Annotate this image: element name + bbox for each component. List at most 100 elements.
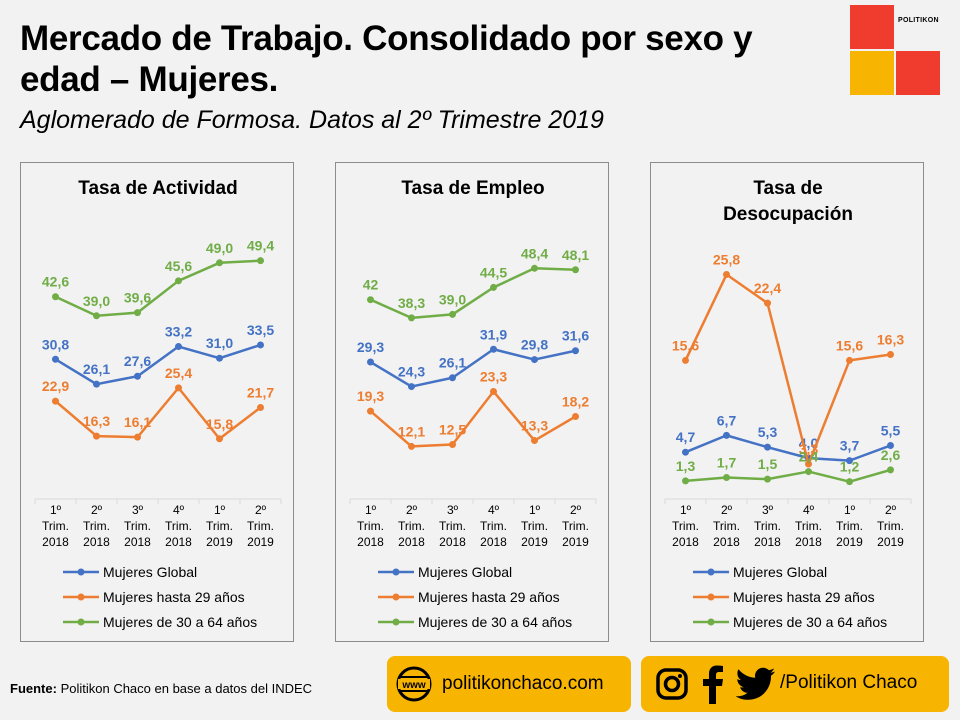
legend-label: Mujeres Global [418,564,512,580]
data-label: 31,6 [562,328,589,344]
data-point [52,397,59,405]
data-point [367,296,374,304]
series-line-mujeres-de-30-a-64-anos [54,259,261,318]
data-label: 16,3 [83,413,110,429]
data-point [764,299,771,307]
legend-label: Mujeres hasta 29 años [733,589,875,605]
x-tick-label: 2º [570,503,582,517]
legend-swatch-marker [77,593,85,601]
chart-panel-actividad: Tasa de Actividad 1º Trim. 2018 2º Trim. 2018 3… [20,162,294,642]
legend-label: Mujeres Global [103,564,197,580]
data-label: 4,7 [676,429,696,445]
data-label: 15,6 [836,337,863,353]
data-label: 39,0 [439,291,466,307]
social-pill[interactable]: /Politikon Chaco [641,656,949,712]
chart-desocupacion: Tasa de Desocupación 1º Trim. 2018 2º Trim. 201… [664,178,912,630]
x-tick-label: 2018 [83,535,110,549]
chart-actividad: Tasa de Actividad 1º Trim. 2018 2º Trim. 2018 3… [34,178,282,630]
data-point [846,457,853,465]
legend-swatch-marker [707,593,715,601]
x-tick-label: 3º [132,503,144,517]
x-tick-label: 1º [50,503,62,517]
data-label: 33,2 [165,324,192,340]
data-label: 1,7 [717,454,737,470]
logo-square-yellow [850,51,894,95]
facebook-icon[interactable] [701,664,725,704]
data-label: 39,6 [124,290,151,306]
logo-square-red-bottom [896,51,940,95]
data-point [846,356,853,364]
data-point [134,433,141,441]
data-point [490,345,497,353]
data-label: 44,5 [480,264,507,280]
data-point [216,259,223,267]
data-point [134,372,141,380]
data-label: 16,3 [877,332,904,348]
x-tick-label: Trim. [754,519,781,533]
twitter-icon[interactable] [736,667,776,701]
x-tick-label: 1º [680,503,692,517]
data-point [216,354,223,362]
social-handle[interactable]: /Politikon Chaco [780,672,918,693]
legend-label: Mujeres de 30 a 64 años [733,614,887,630]
data-label: 39,0 [83,293,110,309]
legend-label: Mujeres Global [733,564,827,580]
data-point [723,431,730,439]
data-point [805,460,812,468]
data-point [887,351,894,359]
x-tick-label: 2018 [165,535,192,549]
website-link[interactable]: politikonchaco.com [442,673,604,694]
x-tick-label: Trim. [836,519,863,533]
x-tick-label: Trim. [672,519,699,533]
page-title: Mercado de Trabajo. Consolidado por sexo… [20,19,753,99]
data-point [408,383,415,391]
series-line-mujeres-hasta-29-anos [54,386,262,441]
data-point [408,442,415,450]
data-point [531,437,538,445]
page-subtitle: Aglomerado de Formosa. Datos al 2º Trime… [20,106,604,134]
data-point [257,403,264,411]
chart-panel-desocupacion: Tasa de Desocupación 1º Trim. 2018 2º Trim. 201… [650,162,924,642]
x-tick-label: 2019 [521,535,548,549]
globe-icon: www [396,666,432,702]
data-label: 26,1 [83,361,110,377]
x-tick-label: 2019 [247,535,274,549]
series-line-mujeres-de-30-a-64-anos [369,267,576,320]
instagram-icon[interactable] [655,667,689,701]
legend-label: Mujeres de 30 a 64 años [103,614,257,630]
x-tick-label: 2018 [672,535,699,549]
data-point [682,477,689,485]
legend-swatch-marker [707,618,715,626]
data-point [531,356,538,364]
data-label: 1,5 [758,456,778,472]
data-point [887,441,894,449]
data-label: 24,3 [398,364,425,380]
data-label: 31,9 [480,326,507,342]
x-tick-label: Trim. [124,519,151,533]
data-label: 29,3 [357,339,384,355]
x-tick-label: 4º [173,503,185,517]
website-pill[interactable]: www politikonchaco.com [387,656,631,712]
x-tick-label: 2018 [480,535,507,549]
data-label: 19,3 [357,388,384,404]
globe-icon-text: www [401,680,426,691]
data-point [52,355,59,363]
x-tick-label: 3º [762,503,774,517]
x-tick-label: 2º [255,503,267,517]
x-tick-label: 2019 [206,535,233,549]
x-tick-label: 2º [91,503,103,517]
legend-swatch-marker [77,618,85,626]
logo-square-red-top [850,5,894,49]
data-point [572,347,579,355]
chart-panel-empleo: Tasa de Empleo 1º Trim. 2018 2º Trim. 2018 3º Tr… [335,162,609,642]
chart-title-line: Desocupación [723,204,853,225]
data-point [175,384,182,392]
data-label: 23,3 [480,368,507,384]
legend-label: Mujeres de 30 a 64 años [418,614,572,630]
x-tick-label: Trim. [439,519,466,533]
data-point [52,293,59,301]
data-label: 27,6 [124,353,151,369]
x-tick-label: 2019 [836,535,863,549]
data-label: 31,0 [206,335,233,351]
data-point [723,473,730,481]
